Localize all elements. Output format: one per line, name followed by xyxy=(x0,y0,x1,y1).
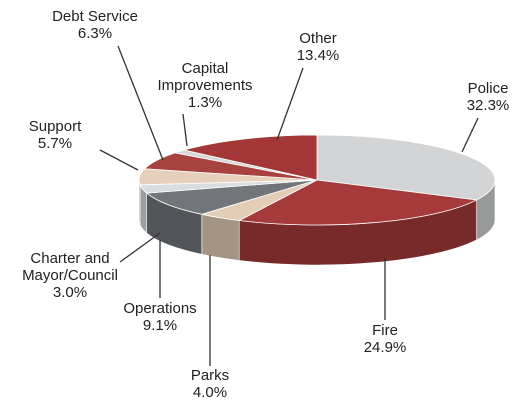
value-label: 5.7% xyxy=(37,135,73,152)
slice-label: Support 5.7% xyxy=(15,118,95,152)
leader-line xyxy=(461,117,479,153)
slice-label: Operations 9.1% xyxy=(105,300,215,334)
slice-label: Parks 4.0% xyxy=(180,367,240,401)
value-label: 9.1% xyxy=(142,317,178,334)
value-label: 13.4% xyxy=(296,47,340,64)
value-label: 4.0% xyxy=(192,384,228,401)
slice-side xyxy=(138,179,141,225)
slice-label: Other 13.4% xyxy=(278,30,358,64)
leader-line xyxy=(276,67,304,141)
slice-label: Debt Service 6.3% xyxy=(35,8,155,42)
category-name: Fire xyxy=(372,322,398,339)
value-label: 1.3% xyxy=(187,94,223,111)
value-label: 32.3% xyxy=(466,97,510,114)
leader-line xyxy=(99,149,139,171)
slice xyxy=(316,134,496,201)
leader-line xyxy=(182,113,188,147)
value-label: 3.0% xyxy=(52,284,88,301)
slice-label: Charter and Mayor/Council 3.0% xyxy=(5,250,135,301)
slice xyxy=(145,179,318,215)
category-name: Other xyxy=(299,30,337,47)
value-label: 6.3% xyxy=(77,25,113,42)
category-name: Capital Improvements xyxy=(157,60,253,94)
leader-line xyxy=(119,232,161,263)
category-name: Police xyxy=(467,80,509,97)
category-name: Debt Service xyxy=(52,8,138,25)
category-name: Parks xyxy=(190,367,230,384)
slice-label: Capital Improvements 1.3% xyxy=(148,60,263,111)
slice xyxy=(237,179,478,226)
slice-label: Police 32.3% xyxy=(453,80,523,114)
category-name: Operations xyxy=(123,300,197,317)
leader-line xyxy=(117,45,164,161)
category-name: Support xyxy=(28,118,82,135)
slice-side xyxy=(201,213,240,261)
slice xyxy=(184,134,318,181)
category-name: Charter and Mayor/Council xyxy=(22,250,118,284)
slice-label: Fire 24.9% xyxy=(350,322,420,356)
value-label: 24.9% xyxy=(363,339,407,356)
